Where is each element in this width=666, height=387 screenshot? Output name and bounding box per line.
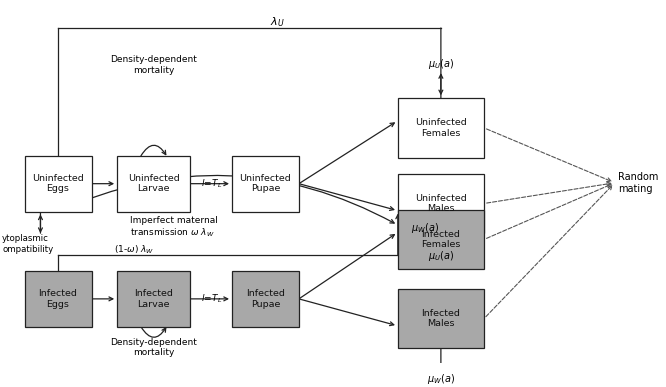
Text: $(1\text{-}\omega)$ $\lambda_W$: $(1\text{-}\omega)$ $\lambda_W$ bbox=[114, 243, 154, 256]
FancyArrowPatch shape bbox=[190, 297, 228, 301]
Text: $\mu_U(a)$: $\mu_U(a)$ bbox=[428, 249, 454, 264]
Text: $\mu_U(a)$: $\mu_U(a)$ bbox=[428, 57, 454, 71]
FancyArrowPatch shape bbox=[299, 235, 394, 299]
FancyBboxPatch shape bbox=[398, 174, 484, 233]
FancyBboxPatch shape bbox=[232, 156, 299, 212]
FancyArrowPatch shape bbox=[439, 74, 443, 98]
Text: $\lambda_U$: $\lambda_U$ bbox=[270, 16, 285, 29]
FancyBboxPatch shape bbox=[117, 271, 190, 327]
FancyArrowPatch shape bbox=[439, 233, 443, 246]
FancyArrowPatch shape bbox=[486, 186, 612, 317]
Text: $\mu_W(a)$: $\mu_W(a)$ bbox=[427, 372, 455, 386]
Text: Imperfect maternal
transmission $\omega$ $\lambda_W$: Imperfect maternal transmission $\omega$… bbox=[130, 216, 218, 240]
Text: Infected
Females: Infected Females bbox=[421, 230, 461, 249]
FancyArrowPatch shape bbox=[423, 210, 427, 235]
Text: Infected
Males: Infected Males bbox=[422, 309, 460, 329]
FancyBboxPatch shape bbox=[25, 156, 91, 212]
FancyArrowPatch shape bbox=[39, 212, 43, 232]
Text: Uninfected
Females: Uninfected Females bbox=[415, 118, 467, 137]
FancyArrowPatch shape bbox=[396, 215, 400, 255]
Text: Infected
Larvae: Infected Larvae bbox=[135, 289, 173, 308]
FancyArrowPatch shape bbox=[190, 182, 228, 186]
Text: ytoplasmic
ompatibility: ytoplasmic ompatibility bbox=[2, 234, 53, 253]
FancyArrowPatch shape bbox=[141, 327, 166, 337]
FancyArrowPatch shape bbox=[91, 297, 113, 301]
Text: Uninfected
Pupae: Uninfected Pupae bbox=[240, 174, 291, 194]
FancyBboxPatch shape bbox=[398, 98, 484, 158]
FancyArrowPatch shape bbox=[299, 123, 394, 184]
FancyArrowPatch shape bbox=[58, 175, 394, 223]
FancyArrowPatch shape bbox=[299, 299, 394, 325]
FancyBboxPatch shape bbox=[398, 289, 484, 348]
Text: Random
mating: Random mating bbox=[618, 172, 659, 194]
Text: $\mu_W(a)$: $\mu_W(a)$ bbox=[411, 221, 439, 235]
FancyBboxPatch shape bbox=[398, 210, 484, 269]
FancyArrowPatch shape bbox=[439, 28, 443, 94]
FancyBboxPatch shape bbox=[117, 156, 190, 212]
FancyBboxPatch shape bbox=[232, 271, 299, 327]
FancyArrowPatch shape bbox=[487, 182, 611, 203]
FancyArrowPatch shape bbox=[91, 182, 113, 186]
Text: Infected
Pupae: Infected Pupae bbox=[246, 289, 285, 308]
Text: Uninfected
Eggs: Uninfected Eggs bbox=[32, 174, 84, 194]
Text: Uninfected
Larvae: Uninfected Larvae bbox=[128, 174, 180, 194]
FancyArrowPatch shape bbox=[141, 145, 166, 156]
FancyArrowPatch shape bbox=[486, 184, 611, 238]
Text: Density-dependent
mortality: Density-dependent mortality bbox=[111, 55, 197, 75]
Text: $l\!=\!T_L$: $l\!=\!T_L$ bbox=[200, 177, 222, 190]
FancyBboxPatch shape bbox=[25, 271, 91, 327]
FancyArrowPatch shape bbox=[39, 216, 43, 233]
Text: $l\!=\!T_L$: $l\!=\!T_L$ bbox=[200, 293, 222, 305]
FancyArrowPatch shape bbox=[439, 348, 443, 368]
Text: Density-dependent
mortality: Density-dependent mortality bbox=[111, 337, 197, 357]
Text: Uninfected
Males: Uninfected Males bbox=[415, 194, 467, 213]
Text: Infected
Eggs: Infected Eggs bbox=[39, 289, 77, 308]
FancyArrowPatch shape bbox=[299, 184, 394, 211]
FancyArrowPatch shape bbox=[487, 129, 611, 182]
